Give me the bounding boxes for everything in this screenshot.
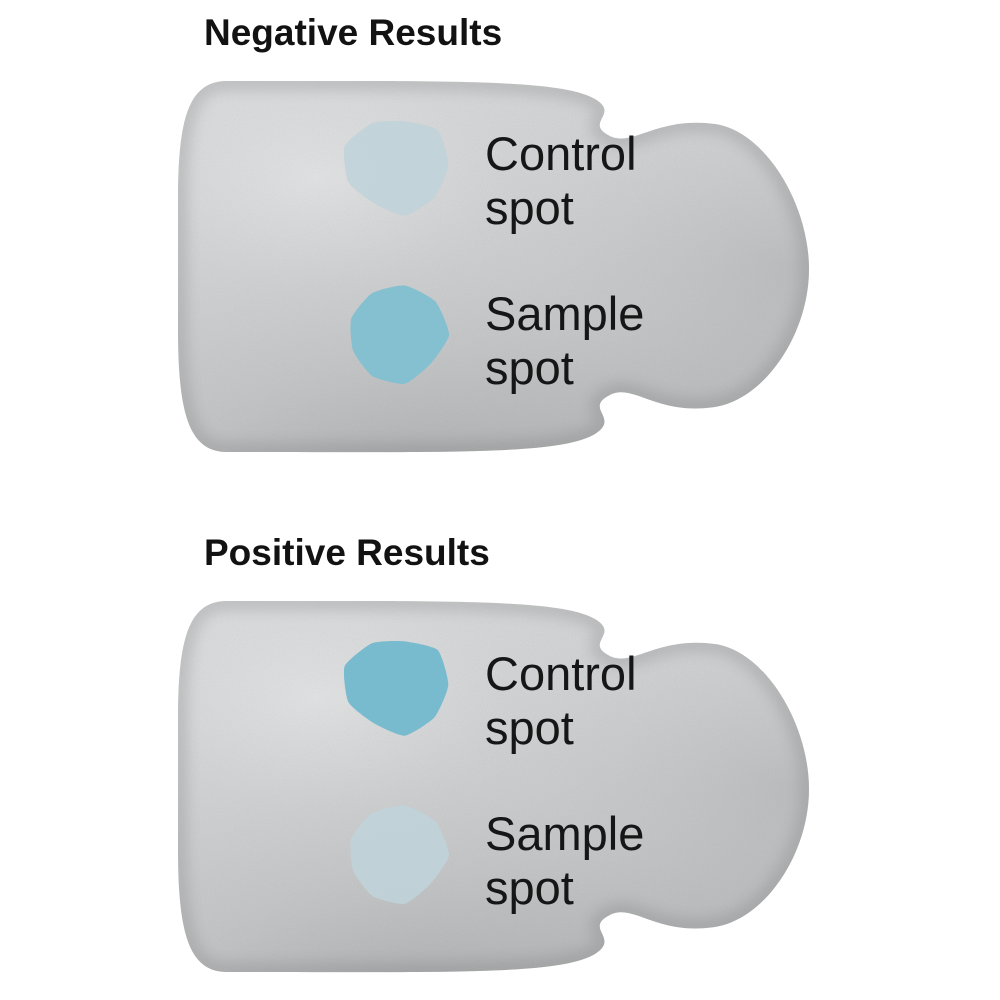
svg-text:Control: Control <box>485 647 637 700</box>
svg-text:Sample: Sample <box>485 807 644 860</box>
svg-text:spot: spot <box>485 341 574 394</box>
svg-text:spot: spot <box>485 181 574 234</box>
svg-text:spot: spot <box>485 861 574 914</box>
svg-text:Control: Control <box>485 127 637 180</box>
svg-text:spot: spot <box>485 701 574 754</box>
svg-text:Sample: Sample <box>485 287 644 340</box>
